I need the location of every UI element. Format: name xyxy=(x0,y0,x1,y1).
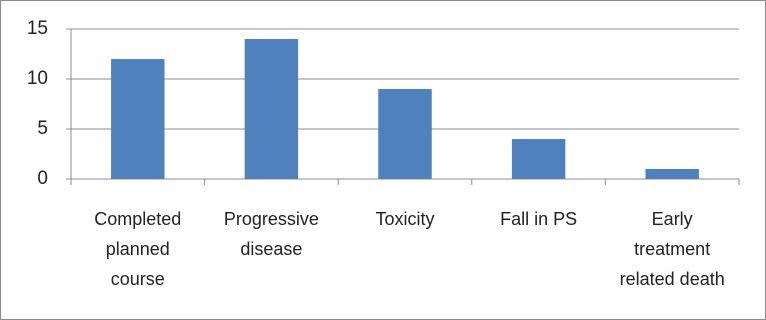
x-tick-label: Early treatment related death xyxy=(619,209,725,289)
y-tick-label: 5 xyxy=(37,118,48,139)
y-tick-label: 10 xyxy=(27,68,48,89)
bar xyxy=(645,169,699,179)
bar xyxy=(111,59,165,179)
bar xyxy=(244,39,299,179)
bar xyxy=(511,139,566,179)
x-tick-label: Progressive disease xyxy=(223,209,319,259)
bar xyxy=(378,89,432,179)
y-tick-label: 15 xyxy=(27,18,48,39)
x-tick-label: Completed planned course xyxy=(94,209,182,289)
y-tick-label: 0 xyxy=(37,168,48,189)
x-tick-label: Fall in PS xyxy=(500,209,578,229)
x-tick-label: Toxicity xyxy=(375,209,435,229)
